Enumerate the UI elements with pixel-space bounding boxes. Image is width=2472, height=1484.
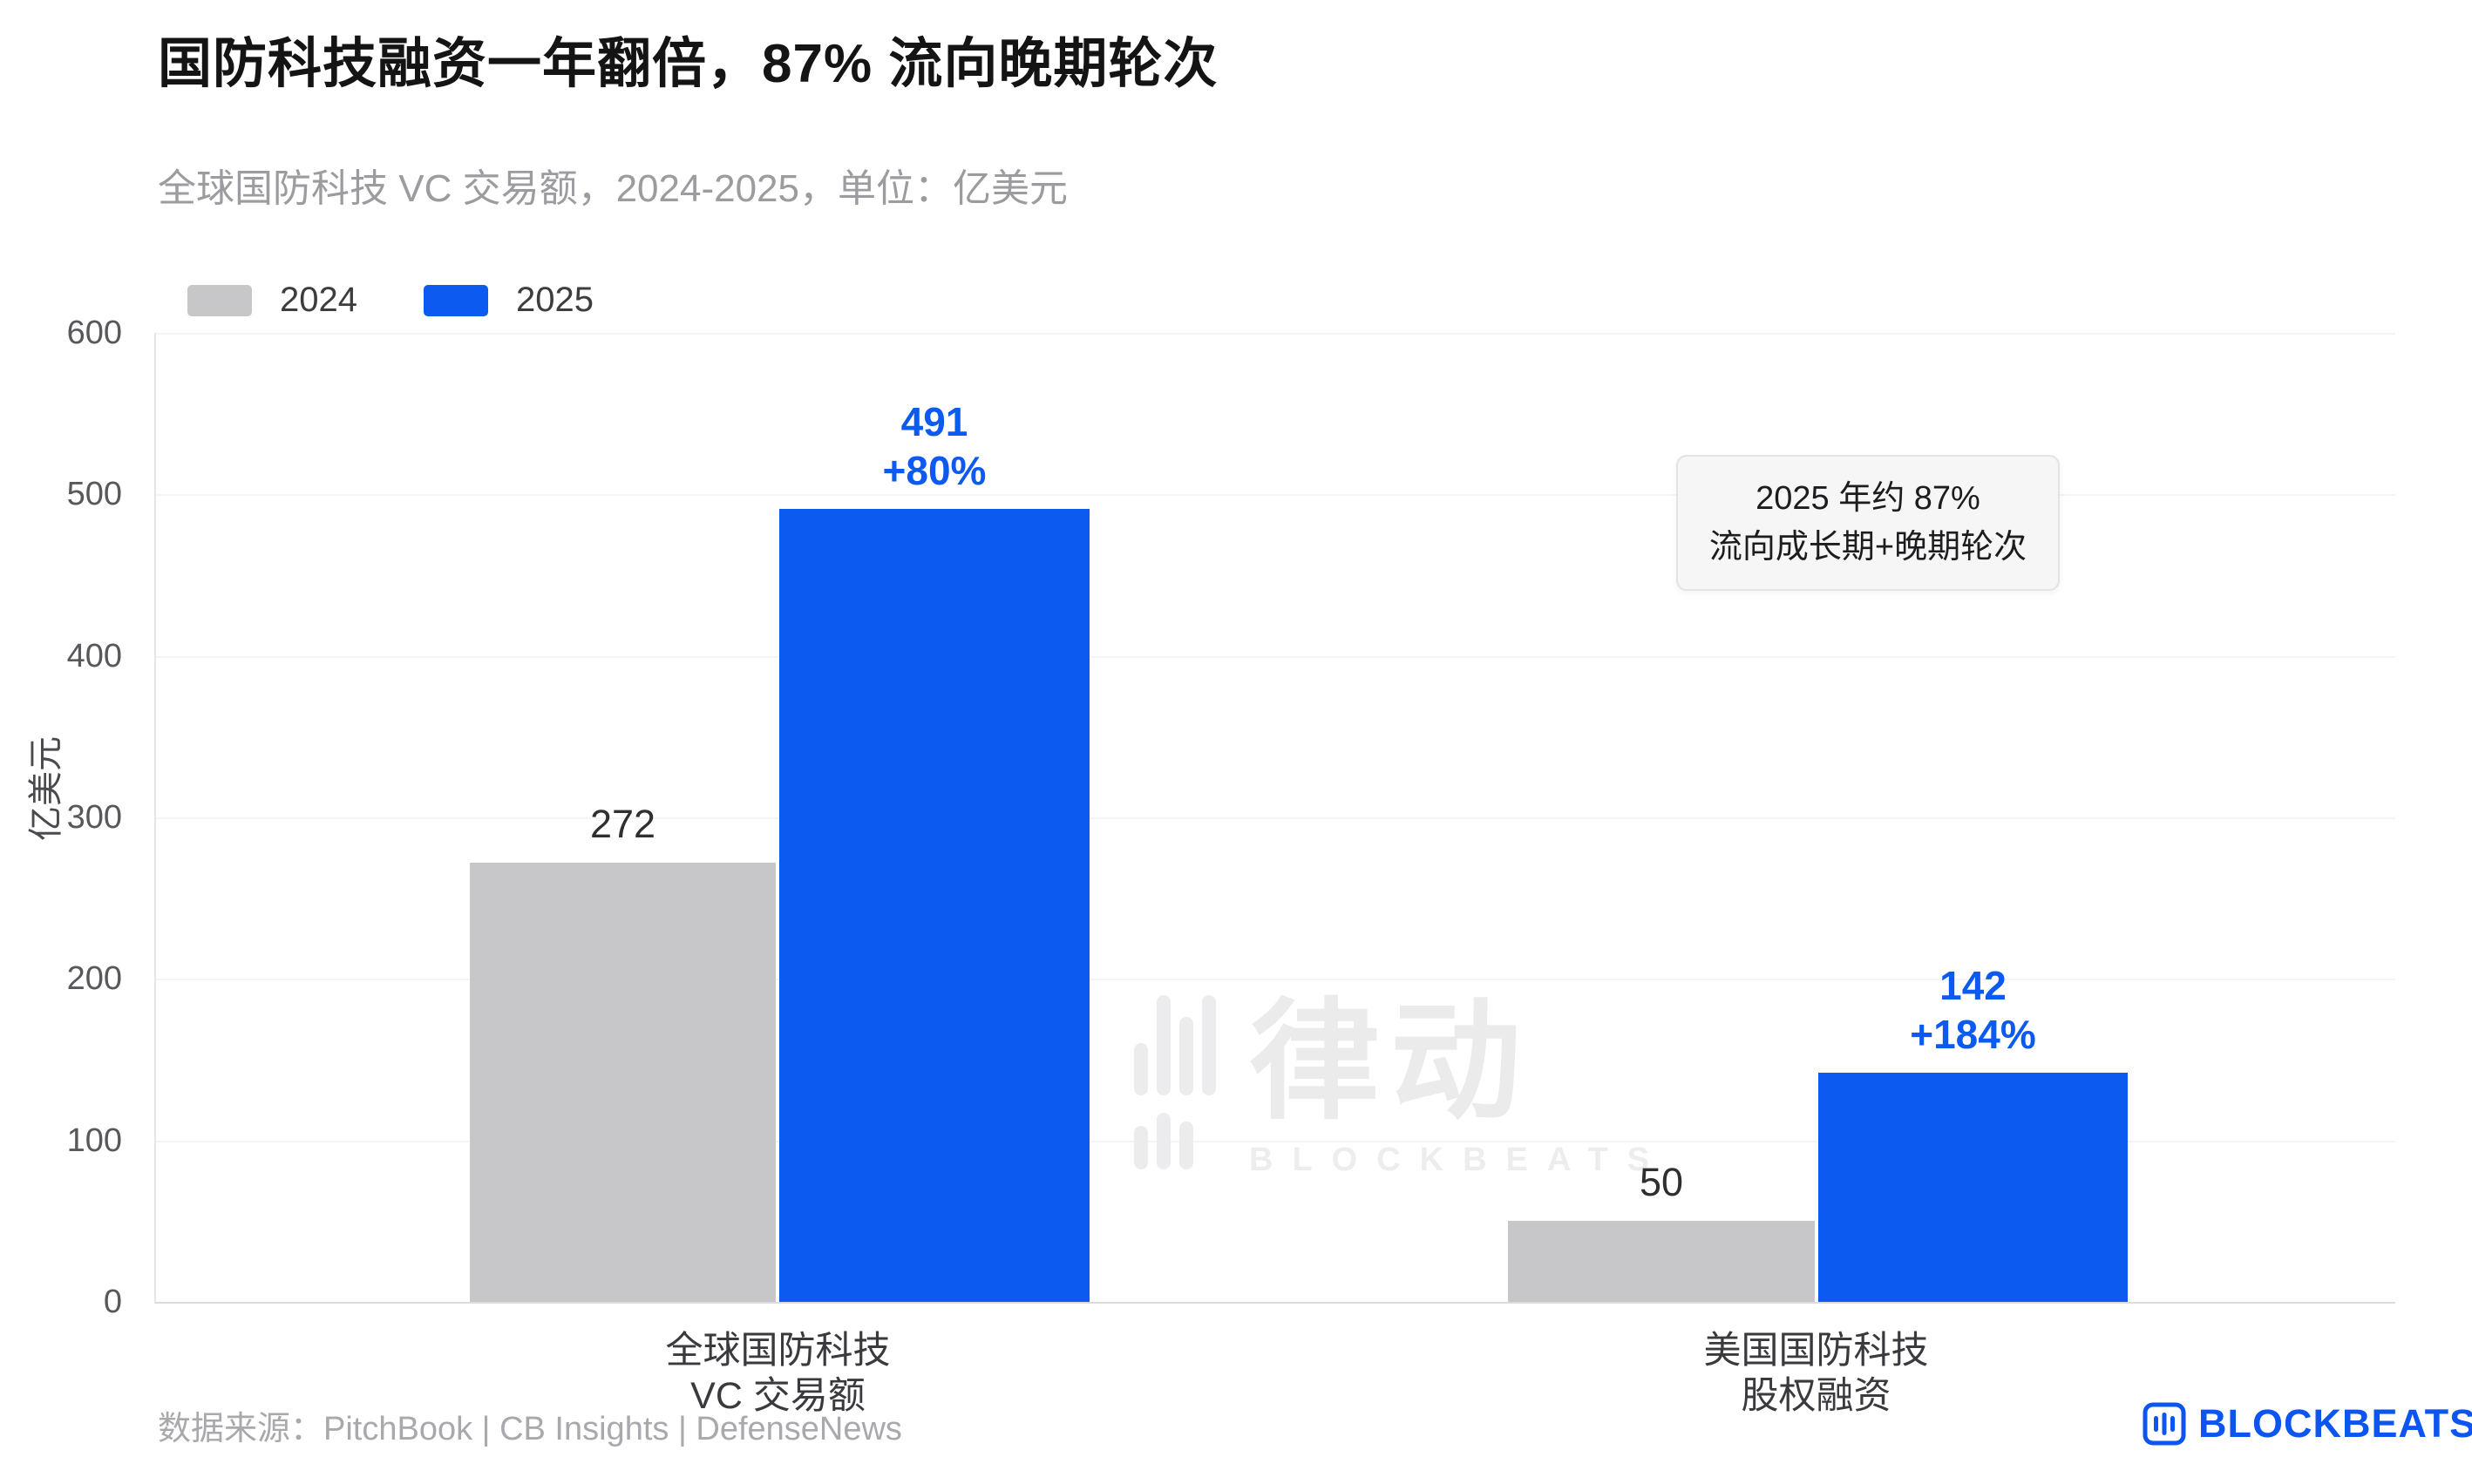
blockbeats-logo-icon [2143,1402,2186,1446]
category-label-us: 美国国防科技 股权融资 [1703,1330,1929,1417]
data-source: 数据来源：PitchBook | CB Insights | DefenseNe… [158,1411,902,1447]
value-label-2024-us: 50 [1639,1160,1684,1204]
annotation-line-2: 流向成长期+晚期轮次 [1708,529,2027,566]
watermark-cn: 律动 [1249,988,1532,1135]
blockbeats-logo-text: BLOCKBEATS [2198,1401,2472,1446]
legend: 2024 2025 [187,281,594,320]
watermark: 律动 BLOCKBEATS [1134,995,1668,1179]
legend-label-2025: 2025 [515,281,594,319]
blockbeats-logo: BLOCKBEATS [2143,1401,2472,1447]
bar-2025-global [779,509,1090,1302]
chart-subtitle: 全球国防科技 VC 交易额，2024-2025，单位：亿美元 [158,167,1068,210]
annotation-box: 2025 年约 87% 流向成长期+晚期轮次 [1676,455,2060,591]
bar-2024-global [470,863,776,1302]
value-label-2025-global: 491 +80% [882,399,987,493]
annotation-line-1: 2025 年约 87% [1756,480,1980,517]
blockbeats-watermark-icon [1134,995,1216,1169]
legend-swatch-2025 [423,284,488,316]
y-axis-title: 亿美元 [27,736,65,841]
value-label-2024-global: 272 [589,802,656,846]
page-title: 国防科技融资一年翻倍，87% 流向晚期轮次 [158,34,1219,94]
legend-swatch-2024 [187,284,252,316]
legend-label-2024: 2024 [280,281,357,319]
bar-2025-us [1818,1073,2128,1302]
category-label-global: 全球国防科技 VC 交易额 [665,1330,891,1417]
value-label-2025-us: 142 +184% [1910,963,2036,1057]
bar-2024-us [1508,1221,1815,1302]
